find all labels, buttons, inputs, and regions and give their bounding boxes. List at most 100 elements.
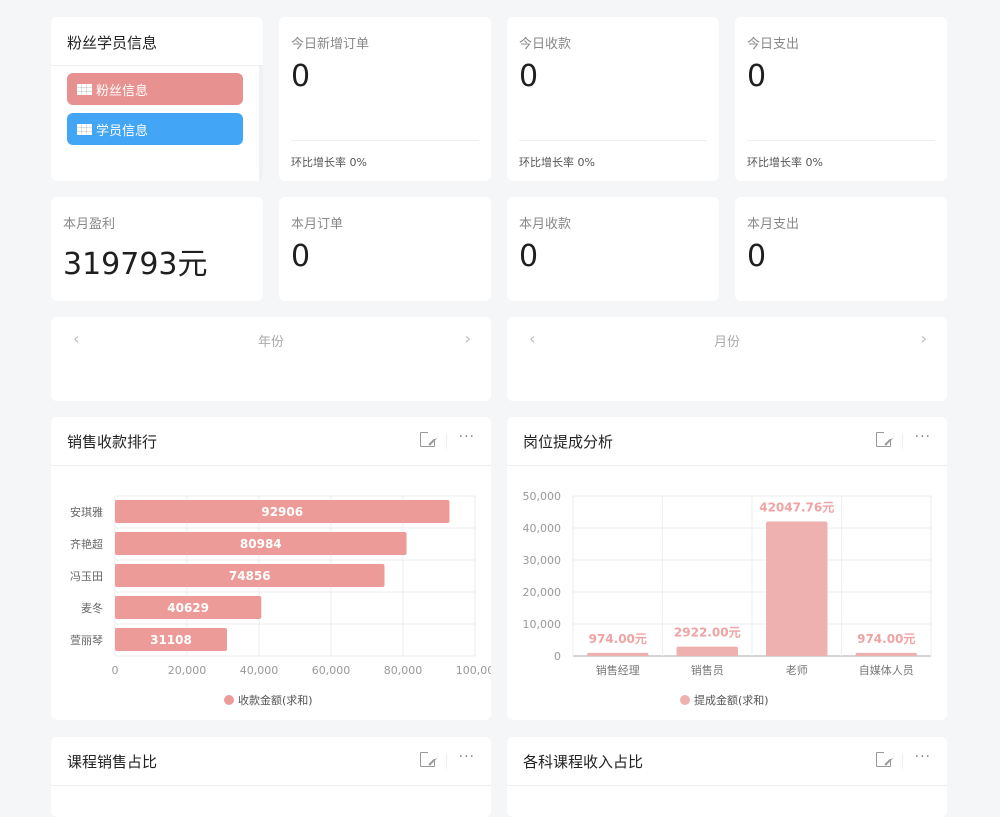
stat-growth: 环比增长率 0% — [519, 156, 595, 169]
divider — [902, 433, 903, 449]
legend-marker — [224, 695, 234, 705]
more-icon[interactable]: ··· — [458, 749, 475, 765]
y-tick-label: 安琪雅 — [70, 505, 103, 519]
prev-month-button[interactable]: ‹ — [529, 329, 536, 348]
expand-icon[interactable] — [420, 751, 437, 767]
stat-growth: 环比增长率 0% — [291, 156, 367, 169]
data-label: 92906 — [261, 505, 303, 519]
stat-label: 今日收款 — [519, 37, 572, 52]
stat-card-today-expenses: 今日支出 0 环比增长率 0% — [735, 17, 947, 181]
y-tick-label: 30,000 — [523, 554, 562, 567]
year-title: 年份 — [257, 335, 284, 350]
y-tick-label: 10,000 — [523, 618, 562, 631]
stat-label: 本月订单 — [291, 217, 344, 232]
stat-label: 本月支出 — [747, 217, 800, 232]
y-tick-label: 0 — [554, 650, 561, 663]
expand-icon[interactable] — [876, 751, 893, 767]
more-icon[interactable]: ··· — [914, 429, 931, 445]
panel-title: 岗位提成分析 — [523, 433, 614, 451]
divider — [902, 753, 903, 769]
data-label: 31108 — [150, 633, 192, 647]
x-tick-label: 老师 — [786, 664, 808, 677]
legend-label: 提成金额(求和) — [694, 693, 769, 707]
data-label: 40629 — [167, 601, 209, 615]
course-sales-panel: 课程销售占比 ··· — [51, 737, 491, 817]
stat-card-month-receipts: 本月收款 0 — [507, 197, 719, 301]
stat-card-month-expenses: 本月支出 0 — [735, 197, 947, 301]
more-icon[interactable]: ··· — [458, 429, 475, 445]
bar — [115, 500, 450, 523]
panel-title: 课程销售占比 — [67, 753, 158, 771]
divider — [446, 433, 447, 449]
y-tick-label: 齐艳超 — [70, 537, 103, 551]
fan-info-button[interactable]: 粉丝信息 — [67, 73, 243, 105]
stat-label: 本月盈利 — [63, 217, 116, 232]
bar — [115, 564, 385, 587]
expand-icon[interactable] — [420, 431, 437, 447]
fan-info-label: 粉丝信息 — [96, 83, 149, 99]
data-label: 42047.76元 — [759, 500, 834, 514]
student-info-label: 学员信息 — [96, 123, 149, 139]
x-tick-label: 100,00 — [456, 664, 491, 677]
legend-label: 收款金额(求和) — [238, 693, 313, 707]
commission-chart: 0 10,000 20,000 30,000 40,000 50,000 974.00元销售… — [523, 490, 932, 707]
month-title: 月份 — [713, 335, 740, 350]
divider — [747, 140, 935, 141]
y-tick-label: 50,000 — [523, 490, 562, 503]
x-tick-label: 20,000 — [168, 664, 207, 677]
fan-student-panel: 粉丝学员信息 粉丝信息 学员信息 — [51, 17, 263, 181]
divider — [519, 140, 707, 141]
grid-icon — [77, 123, 92, 135]
commission-panel: 岗位提成分析 ··· 0 10,000 20,000 30,000 40,000 50,0… — [507, 417, 947, 720]
data-label: 80984 — [240, 537, 282, 551]
legend-marker — [680, 695, 690, 705]
fan-panel-title: 粉丝学员信息 — [67, 34, 158, 52]
stat-card-month-orders: 本月订单 0 — [279, 197, 491, 301]
bar — [115, 596, 262, 619]
scrollbar[interactable] — [259, 66, 263, 181]
panel-title: 各科课程收入占比 — [523, 753, 644, 771]
y-tick-label: 麦冬 — [81, 601, 103, 615]
y-tick-label: 40,000 — [523, 522, 562, 535]
stat-value: 0 — [747, 239, 767, 274]
stat-value: 0 — [291, 59, 311, 94]
stat-value: 0 — [747, 59, 767, 94]
x-tick-label: 销售经理 — [596, 663, 640, 677]
x-tick-label: 60,000 — [312, 664, 351, 677]
bar — [766, 521, 828, 656]
y-tick-label: 萱丽琴 — [70, 634, 103, 647]
bar — [855, 652, 917, 656]
next-month-button[interactable]: › — [920, 329, 927, 348]
expand-icon[interactable] — [876, 431, 893, 447]
sales-ranking-panel: 销售收款排行 ··· 0 20,000 40,000 60,000 80,000 100,… — [51, 417, 491, 720]
divider — [51, 65, 263, 66]
stat-label: 今日新增订单 — [291, 37, 370, 52]
month-picker: ‹ 月份 › — [507, 317, 947, 401]
bar — [115, 628, 227, 651]
prev-year-button[interactable]: ‹ — [73, 329, 80, 348]
student-info-button[interactable]: 学员信息 — [67, 113, 243, 145]
grid-icon — [77, 83, 92, 95]
panel-header: 销售收款排行 ··· — [51, 417, 491, 466]
next-year-button[interactable]: › — [464, 329, 471, 348]
x-tick-label: 80,000 — [384, 664, 423, 677]
panel-header: 岗位提成分析 ··· — [507, 417, 947, 466]
stat-value: 0 — [519, 239, 539, 274]
stat-card-today-orders: 今日新增订单 0 环比增长率 0% — [279, 17, 491, 181]
data-label: 74856 — [229, 569, 271, 583]
year-picker: ‹ 年份 › — [51, 317, 491, 401]
bar — [587, 652, 649, 656]
data-label: 974.00元 — [589, 632, 647, 646]
stat-value: 0 — [291, 239, 311, 274]
x-tick-label: 自媒体人员 — [859, 663, 914, 677]
bar — [676, 646, 738, 656]
y-tick-label: 冯玉田 — [70, 570, 103, 583]
more-icon[interactable]: ··· — [914, 749, 931, 765]
stat-value: 319793元 — [63, 247, 208, 282]
panel-header: 课程销售占比 ··· — [51, 737, 491, 786]
panel-title: 销售收款排行 — [67, 433, 158, 451]
data-label: 974.00元 — [857, 632, 915, 646]
stat-card-today-receipts: 今日收款 0 环比增长率 0% — [507, 17, 719, 181]
data-label: 2922.00元 — [674, 626, 741, 640]
x-tick-label: 销售员 — [691, 663, 724, 677]
